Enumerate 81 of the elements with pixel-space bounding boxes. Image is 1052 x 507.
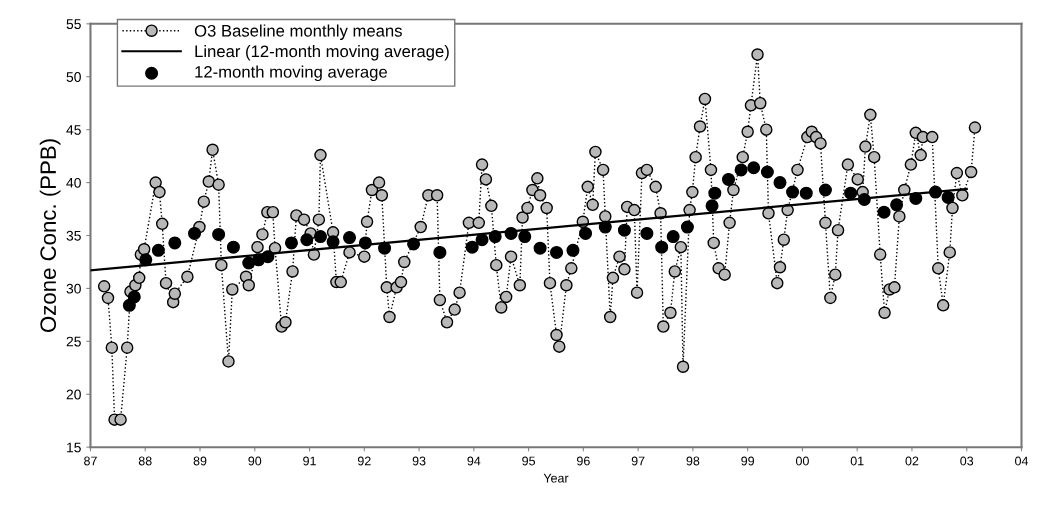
x-tick-label: 92 xyxy=(357,456,371,466)
point xyxy=(747,161,761,175)
x-tick-label: 89 xyxy=(193,456,207,466)
point xyxy=(465,240,479,254)
legend-label: O3 Baseline monthly means xyxy=(194,24,402,40)
point xyxy=(929,185,943,199)
point xyxy=(550,245,564,259)
point xyxy=(708,186,722,200)
x-tick-label: 87 xyxy=(84,456,97,466)
point xyxy=(666,230,680,244)
y-tick-label: 30 xyxy=(66,283,81,294)
y-tick-label: 15 xyxy=(67,442,81,453)
point xyxy=(313,230,327,244)
y-tick-label: 25 xyxy=(66,336,81,347)
x-tick-label: 93 xyxy=(412,456,426,466)
point xyxy=(358,236,372,250)
point xyxy=(799,186,813,200)
legend-label: 12-month moving average xyxy=(195,65,387,82)
point xyxy=(857,193,871,207)
y-tick-label: 40 xyxy=(66,177,81,188)
x-tick-label: 00 xyxy=(795,456,809,466)
point xyxy=(518,230,532,244)
point xyxy=(617,223,631,237)
x-tick-label: 90 xyxy=(248,456,262,466)
point xyxy=(640,226,654,240)
y-tick-label: 20 xyxy=(66,389,81,400)
point xyxy=(941,190,955,204)
point xyxy=(786,185,800,199)
x-tick-label: 96 xyxy=(577,456,590,466)
x-tick-label: 88 xyxy=(138,456,152,466)
x-axis-title: Year xyxy=(543,473,569,483)
point xyxy=(818,183,832,197)
point xyxy=(212,227,226,241)
point xyxy=(705,199,719,213)
point xyxy=(680,220,694,234)
point xyxy=(300,233,314,247)
point xyxy=(407,237,421,251)
point xyxy=(734,163,748,177)
point xyxy=(655,240,669,254)
point xyxy=(139,253,153,267)
point xyxy=(844,186,858,200)
point xyxy=(261,250,275,264)
y-tick-label: 55 xyxy=(66,19,81,29)
y-axis-title: Ozone Conc. (PPB) xyxy=(39,139,61,333)
point xyxy=(773,176,787,190)
x-tick-label: 91 xyxy=(303,456,316,466)
point xyxy=(579,226,593,240)
x-tick-label: 94 xyxy=(467,456,481,466)
point xyxy=(504,226,518,240)
point xyxy=(566,243,580,257)
point xyxy=(188,226,202,240)
x-tick-label: 95 xyxy=(522,456,536,466)
point xyxy=(909,191,923,205)
point xyxy=(877,205,891,219)
y-tick-label: 50 xyxy=(66,72,81,82)
legend-label: Linear (12-month moving average) xyxy=(195,45,449,61)
y-tick-label: 35 xyxy=(66,230,81,241)
x-tick-label: 97 xyxy=(631,456,645,466)
x-tick-label: 04 xyxy=(1015,456,1029,466)
x-tick-label: 99 xyxy=(741,456,755,466)
point xyxy=(475,233,489,247)
point xyxy=(226,240,240,254)
point xyxy=(890,198,904,212)
point xyxy=(343,231,357,245)
point xyxy=(721,172,735,186)
point xyxy=(598,220,612,234)
x-tick-label: 01 xyxy=(850,456,864,466)
point xyxy=(284,236,298,250)
point xyxy=(760,165,774,179)
point xyxy=(127,290,141,304)
x-tick-label: 98 xyxy=(686,456,700,466)
point xyxy=(488,230,502,244)
point xyxy=(433,245,447,259)
point xyxy=(326,235,340,249)
y-tick-label: 45 xyxy=(66,125,81,135)
x-tick-label: 02 xyxy=(905,456,919,466)
point xyxy=(168,236,182,250)
point xyxy=(151,243,165,257)
x-tick-label: 03 xyxy=(960,456,974,466)
point xyxy=(378,241,392,255)
point xyxy=(533,241,547,255)
